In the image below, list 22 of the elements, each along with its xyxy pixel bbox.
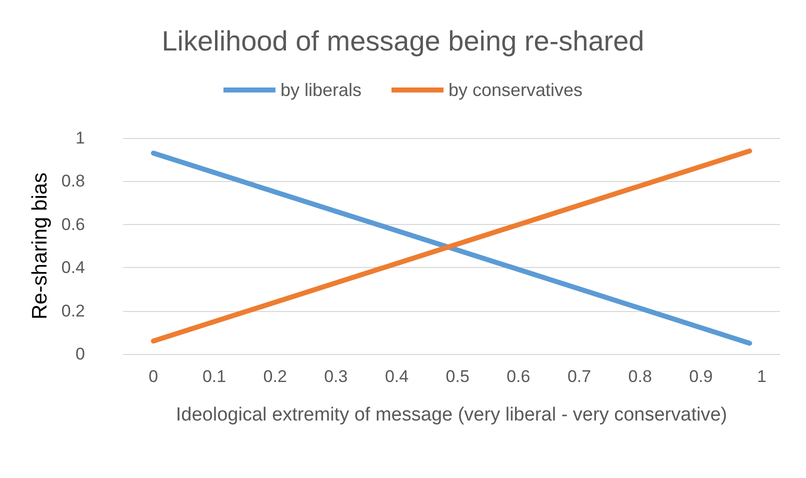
x-tick-label: 0.4 <box>384 367 409 386</box>
legend-label: by conservatives <box>448 80 583 100</box>
y-tick-label: 1 <box>76 128 85 148</box>
chart-title: Likelihood of message being re-shared <box>162 26 644 56</box>
x-tick-label: 0.8 <box>628 367 652 386</box>
y-tick-label: 0.2 <box>61 301 85 320</box>
y-tick-label: 0.6 <box>61 214 85 234</box>
x-tick-label: 0.3 <box>324 367 348 386</box>
x-tick-label: 0.2 <box>263 367 287 386</box>
y-tick-label: 0.4 <box>61 258 85 278</box>
x-tick-label: 0.6 <box>506 367 530 386</box>
y-tick-label: 0 <box>76 344 85 364</box>
x-tick-label: 1 <box>757 367 766 386</box>
x-tick-label: 0.9 <box>689 367 713 386</box>
x-tick-label: 0.1 <box>202 367 226 386</box>
x-tick-label: 0.5 <box>446 367 470 386</box>
y-tick-label: 0.8 <box>61 172 85 191</box>
x-axis-title: Ideological extremity of message (very liberal - very conservative) <box>176 404 728 426</box>
y-axis-title: Re-sharing bias <box>28 172 52 320</box>
legend-label: by liberals <box>280 80 362 100</box>
x-tick-label: 0 <box>148 367 158 386</box>
x-tick-label: 0.7 <box>567 367 592 386</box>
